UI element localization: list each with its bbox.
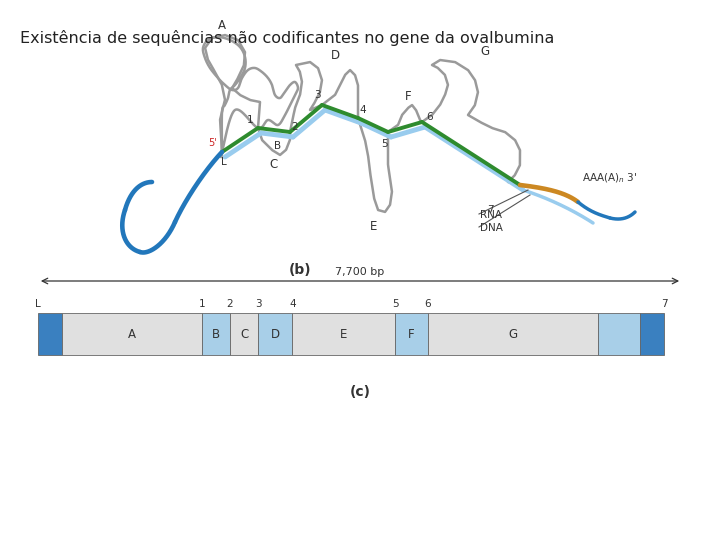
Text: (c): (c) <box>349 385 371 399</box>
Text: L: L <box>35 299 41 309</box>
Text: 3: 3 <box>255 299 261 309</box>
Text: 7: 7 <box>487 205 493 215</box>
Text: A: A <box>218 19 226 32</box>
Text: B: B <box>274 141 282 151</box>
Bar <box>63 313 202 355</box>
Text: F: F <box>405 90 411 103</box>
Text: 3: 3 <box>314 90 320 100</box>
Text: C: C <box>240 327 248 341</box>
Text: 2: 2 <box>292 122 298 132</box>
Text: AAA(A)$_n$ 3': AAA(A)$_n$ 3' <box>582 171 637 185</box>
Text: 2: 2 <box>227 299 233 309</box>
Bar <box>292 313 395 355</box>
Bar <box>640 313 664 355</box>
Text: DNA: DNA <box>480 223 503 233</box>
Text: E: E <box>341 327 348 341</box>
Bar <box>395 313 428 355</box>
Text: G: G <box>480 45 490 58</box>
Bar <box>202 313 230 355</box>
Text: B: B <box>212 327 220 341</box>
Text: G: G <box>508 327 518 341</box>
Text: E: E <box>370 220 378 233</box>
Bar <box>230 313 258 355</box>
Text: 4: 4 <box>360 105 366 115</box>
Text: 5: 5 <box>392 299 399 309</box>
Text: (b): (b) <box>289 263 311 277</box>
Text: C: C <box>269 158 277 171</box>
Bar <box>258 313 292 355</box>
Text: 6: 6 <box>424 299 431 309</box>
Text: 1: 1 <box>199 299 205 309</box>
Text: 4: 4 <box>289 299 296 309</box>
Text: A: A <box>128 327 136 341</box>
Text: RNA: RNA <box>480 210 502 220</box>
Bar <box>428 313 598 355</box>
Text: 1: 1 <box>247 115 253 125</box>
Text: Existência de sequências não codificantes no gene da ovalbumina: Existência de sequências não codificante… <box>20 30 554 46</box>
Text: 7: 7 <box>661 299 667 309</box>
Text: D: D <box>330 49 340 62</box>
Text: F: F <box>408 327 415 341</box>
Text: L: L <box>221 157 227 167</box>
Bar <box>38 313 63 355</box>
Text: 5': 5' <box>208 138 217 148</box>
Bar <box>598 313 640 355</box>
Text: 7,700 bp: 7,700 bp <box>336 267 384 277</box>
Text: 6: 6 <box>427 112 433 122</box>
Text: D: D <box>271 327 280 341</box>
Text: 5: 5 <box>382 139 388 149</box>
